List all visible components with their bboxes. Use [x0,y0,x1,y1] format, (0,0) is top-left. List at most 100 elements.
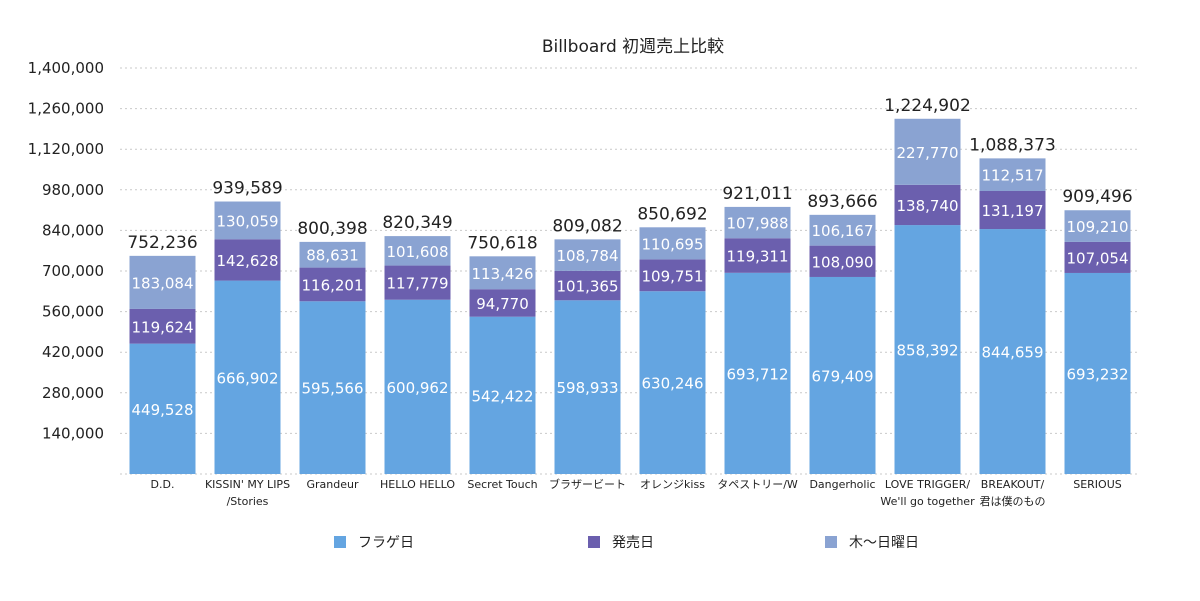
bar-group: 844,659 131,197 112,517 1,088,373 [969,135,1056,474]
total-label: 921,011 [722,184,792,204]
bar-segment [639,227,706,260]
bar-segment [299,267,366,302]
x-tick-label: We'll go together [880,495,975,508]
data-label: 844,659 [981,344,1043,362]
y-tick-label: 1,400,000 [28,59,104,77]
bar-group: 598,933 101,365 108,784 809,082 [552,216,623,474]
y-tick-label: 140,000 [42,424,104,442]
x-tick-label: LOVE TRIGGER/ [885,478,970,491]
bar-segment [214,201,281,240]
legend-label: 木〜日曜日 [849,535,919,551]
bar-segment [724,206,791,239]
total-label: 820,349 [382,213,452,233]
total-label: 800,398 [297,219,367,239]
data-label: 119,311 [726,248,788,266]
total-label: 909,496 [1062,187,1132,207]
bars: 449,528 119,624 183,084 752,236 666,902 142,6… [127,96,1133,474]
data-label: 88,631 [306,247,359,265]
legend-label: 発売日 [612,535,654,551]
data-label: 693,712 [726,365,788,383]
y-tick-label: 700,000 [42,262,104,280]
total-label: 752,236 [127,233,197,253]
bar-segment [469,289,536,317]
x-tick-label: Dangerholic [809,478,875,491]
total-label: 850,692 [637,204,707,224]
data-label: 94,770 [476,295,529,313]
data-label: 693,232 [1066,365,1128,383]
legend-swatch [588,536,600,548]
bar-segment [129,308,196,344]
data-label: 109,210 [1066,218,1128,236]
data-label: 130,059 [216,212,278,230]
data-label: 858,392 [896,342,958,360]
data-label: 183,084 [131,274,193,292]
bar-segment [554,270,621,301]
data-label: 679,409 [811,367,873,385]
legend-swatch [825,536,837,548]
bar-segment [724,238,791,273]
data-label: 112,517 [981,167,1043,185]
x-tick-label: HELLO HELLO [380,478,455,491]
bar-segment [979,191,1046,230]
x-tick-label: タペストリー/W [717,478,798,491]
x-tick-label: オレンジkiss [640,478,705,491]
bar-group: 630,246 109,751 110,695 850,692 [637,204,708,474]
legend: フラゲ日 発売日 木〜日曜日 [334,535,919,551]
bar-segment [809,214,876,246]
bar-segment [1064,241,1131,273]
bar-segment [639,259,706,292]
y-tick-label: 840,000 [42,221,104,239]
bar-group: 693,232 107,054 109,210 909,496 [1062,187,1133,474]
bar-segment [979,229,1046,474]
bar-segment [384,236,451,266]
x-tick-label: Grandeur [306,478,358,491]
data-label: 138,740 [896,197,958,215]
bar-segment [979,158,1046,192]
data-label: 598,933 [556,379,618,397]
total-label: 1,088,373 [969,135,1056,155]
bar-segment [554,300,621,474]
x-tick-label: 君は僕のもの [980,495,1046,508]
bar-segment [384,265,451,300]
y-tick-label: 420,000 [42,343,104,361]
bar-segment [1064,210,1131,242]
data-label: 666,902 [216,369,278,387]
bar-segment [809,245,876,277]
data-label: 113,426 [471,265,533,283]
legend-label: フラゲ日 [358,535,414,551]
y-tick-label: 1,260,000 [28,100,104,118]
bar-segment [214,239,281,281]
data-label: 542,422 [471,387,533,405]
legend-swatch [334,536,346,548]
total-label: 939,589 [212,179,282,199]
bar-group: 600,962 117,779 101,608 820,349 [382,213,453,474]
bar-segment [554,239,621,271]
bar-group: 858,392 138,740 227,770 1,224,902 [884,96,971,474]
y-tick-label: 280,000 [42,384,104,402]
x-axis-ticks: D.D. KISSIN' MY LIPS/Stories Grandeur HELLO… [151,477,1122,508]
bar-group: 666,902 142,628 130,059 939,589 [212,179,283,474]
bar-segment [1064,272,1131,474]
data-label: 108,784 [556,247,618,265]
bar-segment [299,301,366,474]
data-label: 227,770 [896,144,958,162]
data-label: 107,988 [726,215,788,233]
total-label: 809,082 [552,216,622,236]
x-tick-label: ブラザービート [549,477,626,491]
bar-group: 595,566 116,201 88,631 800,398 [297,219,368,474]
y-axis-ticks: 1,400,000 1,260,000 1,120,000 980,000 840,00… [28,59,104,442]
total-label: 893,666 [807,192,877,212]
y-tick-label: 560,000 [42,303,104,321]
bar-segment [809,276,876,474]
data-label: 600,962 [386,379,448,397]
bar-segment [129,343,196,474]
bar-segment [214,280,281,474]
x-tick-label: KISSIN' MY LIPS [205,478,290,491]
bar-segment [894,225,961,474]
gridlines [120,67,1140,475]
bar-segment [469,316,536,474]
bar-segment [894,184,961,226]
total-label: 1,224,902 [884,96,971,116]
x-tick-label: BREAKOUT/ [981,478,1045,491]
